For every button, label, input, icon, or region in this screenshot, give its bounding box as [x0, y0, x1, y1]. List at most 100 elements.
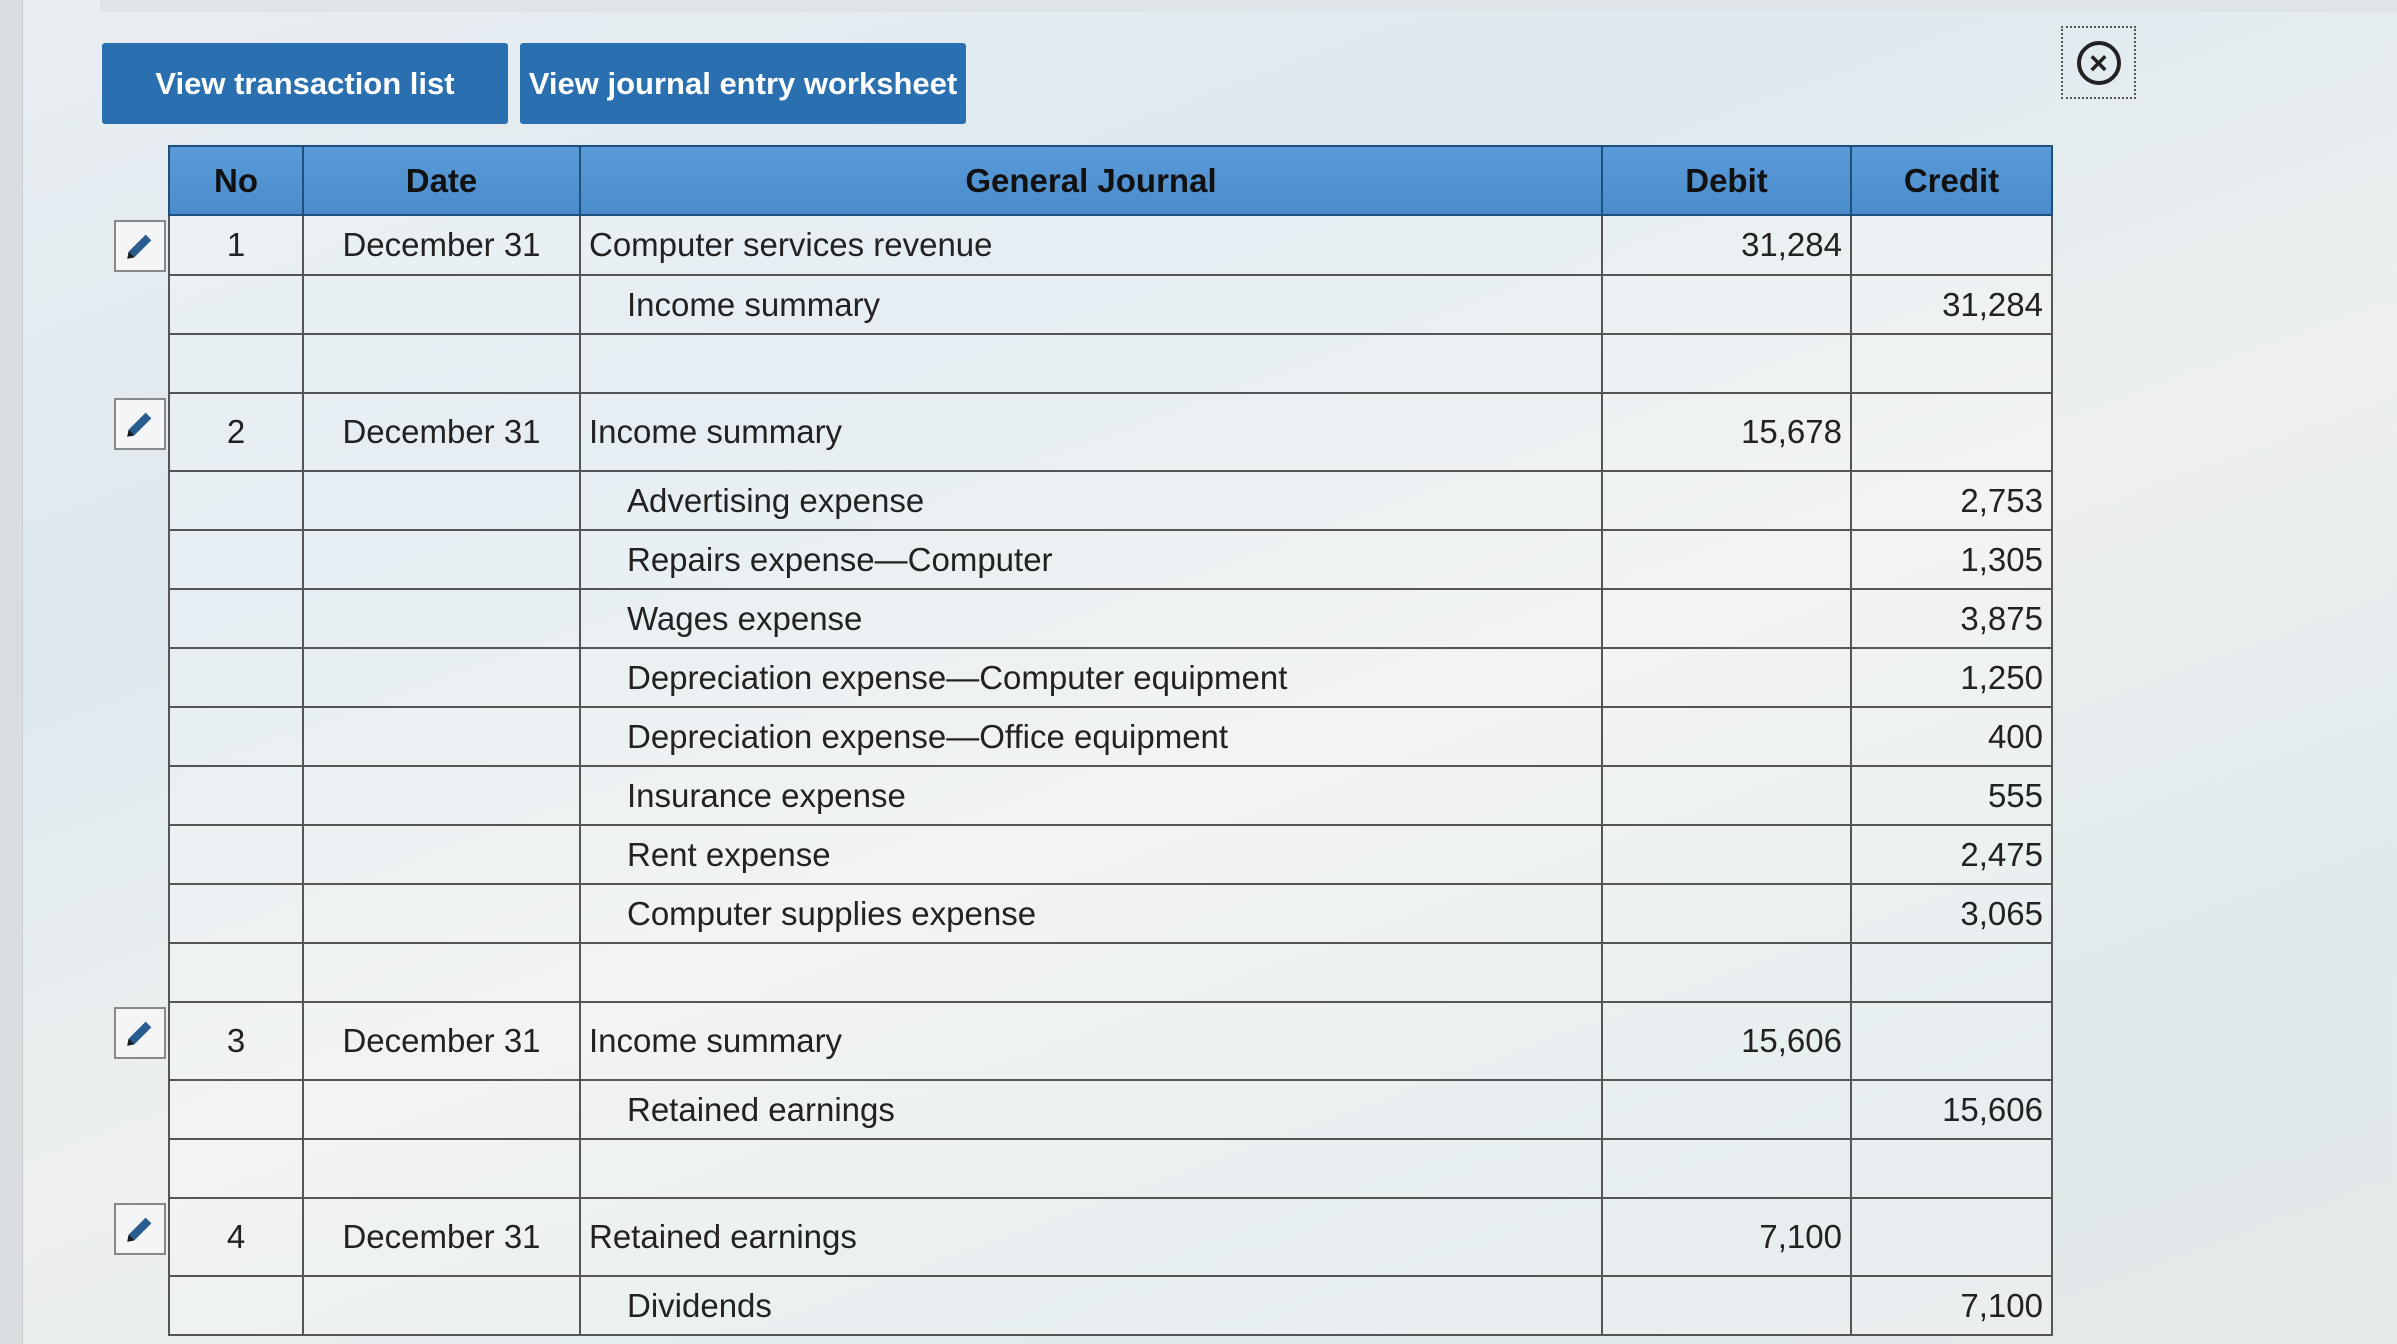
- entry-date: [302, 1079, 581, 1140]
- credit-amount-text: 2,753: [1960, 481, 2043, 519]
- debit-amount: [1601, 1079, 1852, 1140]
- entry-date: [302, 647, 581, 708]
- entry-date: [302, 1275, 581, 1336]
- pencil-icon: [123, 407, 157, 441]
- pencil-icon: [123, 229, 157, 263]
- account-name: [579, 942, 1603, 1003]
- entry-number: 1: [114, 214, 304, 276]
- credit-amount: 15,606: [1850, 1079, 2053, 1140]
- entry-date: [302, 588, 581, 649]
- entry-number-text: 2: [226, 413, 246, 450]
- account-name: Insurance expense: [579, 765, 1603, 826]
- entry-number: [168, 1079, 304, 1140]
- entry-number: [168, 333, 304, 394]
- table-row: Repairs expense—Computer 1,305: [168, 529, 2053, 590]
- entry-number-text: 3: [226, 1022, 246, 1059]
- entry-number: 2: [114, 392, 304, 472]
- credit-amount: 2,753: [1850, 470, 2053, 531]
- entry-number: 3: [114, 1001, 304, 1081]
- account-name-text: Income summary: [627, 285, 881, 323]
- debit-amount: 15,606: [1601, 1001, 1852, 1081]
- credit-amount-text: 15,606: [1942, 1090, 2043, 1128]
- entry-date: December 31: [302, 392, 581, 472]
- debit-amount: [1601, 706, 1852, 767]
- credit-amount-text: 3,065: [1960, 894, 2043, 932]
- debit-amount: [1601, 1275, 1852, 1336]
- entry-number: [168, 588, 304, 649]
- account-name-text: Depreciation expense—Office equipment: [627, 717, 1229, 755]
- edit-entry-button[interactable]: [114, 220, 166, 272]
- account-name-text: Repairs expense—Computer: [627, 540, 1053, 578]
- credit-amount: 31,284: [1850, 274, 2053, 335]
- account-name-text: Income summary: [589, 413, 843, 450]
- table-row: Depreciation expense—Computer equipment 1…: [168, 647, 2053, 708]
- credit-amount-text: 31,284: [1942, 285, 2043, 323]
- account-name: Retained earnings: [579, 1079, 1603, 1140]
- entry-date: December 31: [302, 214, 581, 276]
- account-name-text: Dividends: [627, 1286, 772, 1324]
- account-name: Income summary: [579, 274, 1603, 335]
- edit-entry-button[interactable]: [114, 398, 166, 450]
- edit-entry-button[interactable]: [114, 1203, 166, 1255]
- entry-date: [302, 942, 581, 1003]
- close-button[interactable]: ×: [2061, 26, 2136, 99]
- account-name-text: Wages expense: [627, 599, 863, 637]
- credit-amount: 3,065: [1850, 883, 2053, 944]
- pencil-icon: [123, 1016, 157, 1050]
- credit-amount: [1850, 1001, 2053, 1081]
- account-name-text: Depreciation expense—Computer equipment: [627, 658, 1288, 696]
- view-transaction-list-button[interactable]: View transaction list: [102, 43, 508, 124]
- account-name-text: Income summary: [589, 1022, 843, 1059]
- account-name-text: Retained earnings: [627, 1090, 895, 1128]
- debit-amount-text: 31,284: [1741, 226, 1842, 263]
- table-row: Income summary 31,284: [168, 274, 2053, 335]
- debit-amount: [1601, 942, 1852, 1003]
- entry-number: [168, 942, 304, 1003]
- debit-amount: [1601, 883, 1852, 944]
- entry-date: [302, 529, 581, 590]
- debit-amount: [1601, 647, 1852, 708]
- account-name: Computer services revenue: [579, 214, 1603, 276]
- header-no: No: [168, 145, 304, 216]
- account-name-text: Insurance expense: [627, 776, 906, 814]
- debit-amount: 15,678: [1601, 392, 1852, 472]
- table-row: 2 December 31 Income summary 15,678: [114, 392, 2053, 472]
- credit-amount: 1,305: [1850, 529, 2053, 590]
- account-name: Depreciation expense—Computer equipment: [579, 647, 1603, 708]
- account-name: Wages expense: [579, 588, 1603, 649]
- entry-date-text: December 31: [342, 413, 541, 450]
- entry-number: [168, 1275, 304, 1336]
- entry-date: [302, 333, 581, 394]
- credit-amount: [1850, 333, 2053, 394]
- entry-number-text: 4: [226, 1218, 246, 1255]
- table-row: Depreciation expense—Office equipment 400: [168, 706, 2053, 767]
- debit-amount: [1601, 333, 1852, 394]
- credit-amount-text: 555: [1987, 776, 2043, 814]
- header-credit: Credit: [1850, 145, 2053, 216]
- credit-amount-text: 7,100: [1960, 1286, 2043, 1324]
- credit-amount-text: 2,475: [1960, 835, 2043, 873]
- entry-number: [168, 470, 304, 531]
- table-row: [168, 1138, 2053, 1199]
- debit-amount-text: 7,100: [1759, 1218, 1842, 1255]
- credit-amount: 400: [1850, 706, 2053, 767]
- account-name-text: Retained earnings: [589, 1218, 857, 1255]
- account-name: Depreciation expense—Office equipment: [579, 706, 1603, 767]
- credit-amount-text: 1,305: [1960, 540, 2043, 578]
- debit-amount: [1601, 470, 1852, 531]
- table-row: Dividends 7,100: [168, 1275, 2053, 1336]
- entry-date: [302, 706, 581, 767]
- debit-amount: 7,100: [1601, 1197, 1852, 1277]
- table-row: [168, 942, 2053, 1003]
- account-name: Repairs expense—Computer: [579, 529, 1603, 590]
- table-row: Rent expense 2,475: [168, 824, 2053, 885]
- credit-amount: 555: [1850, 765, 2053, 826]
- credit-amount-text: 400: [1987, 717, 2043, 755]
- entry-date: [302, 765, 581, 826]
- account-name: Computer supplies expense: [579, 883, 1603, 944]
- entry-date: [302, 274, 581, 335]
- edit-entry-button[interactable]: [114, 1007, 166, 1059]
- debit-amount: [1601, 1138, 1852, 1199]
- view-journal-entry-worksheet-button[interactable]: View journal entry worksheet: [520, 43, 966, 124]
- table-row: [168, 333, 2053, 394]
